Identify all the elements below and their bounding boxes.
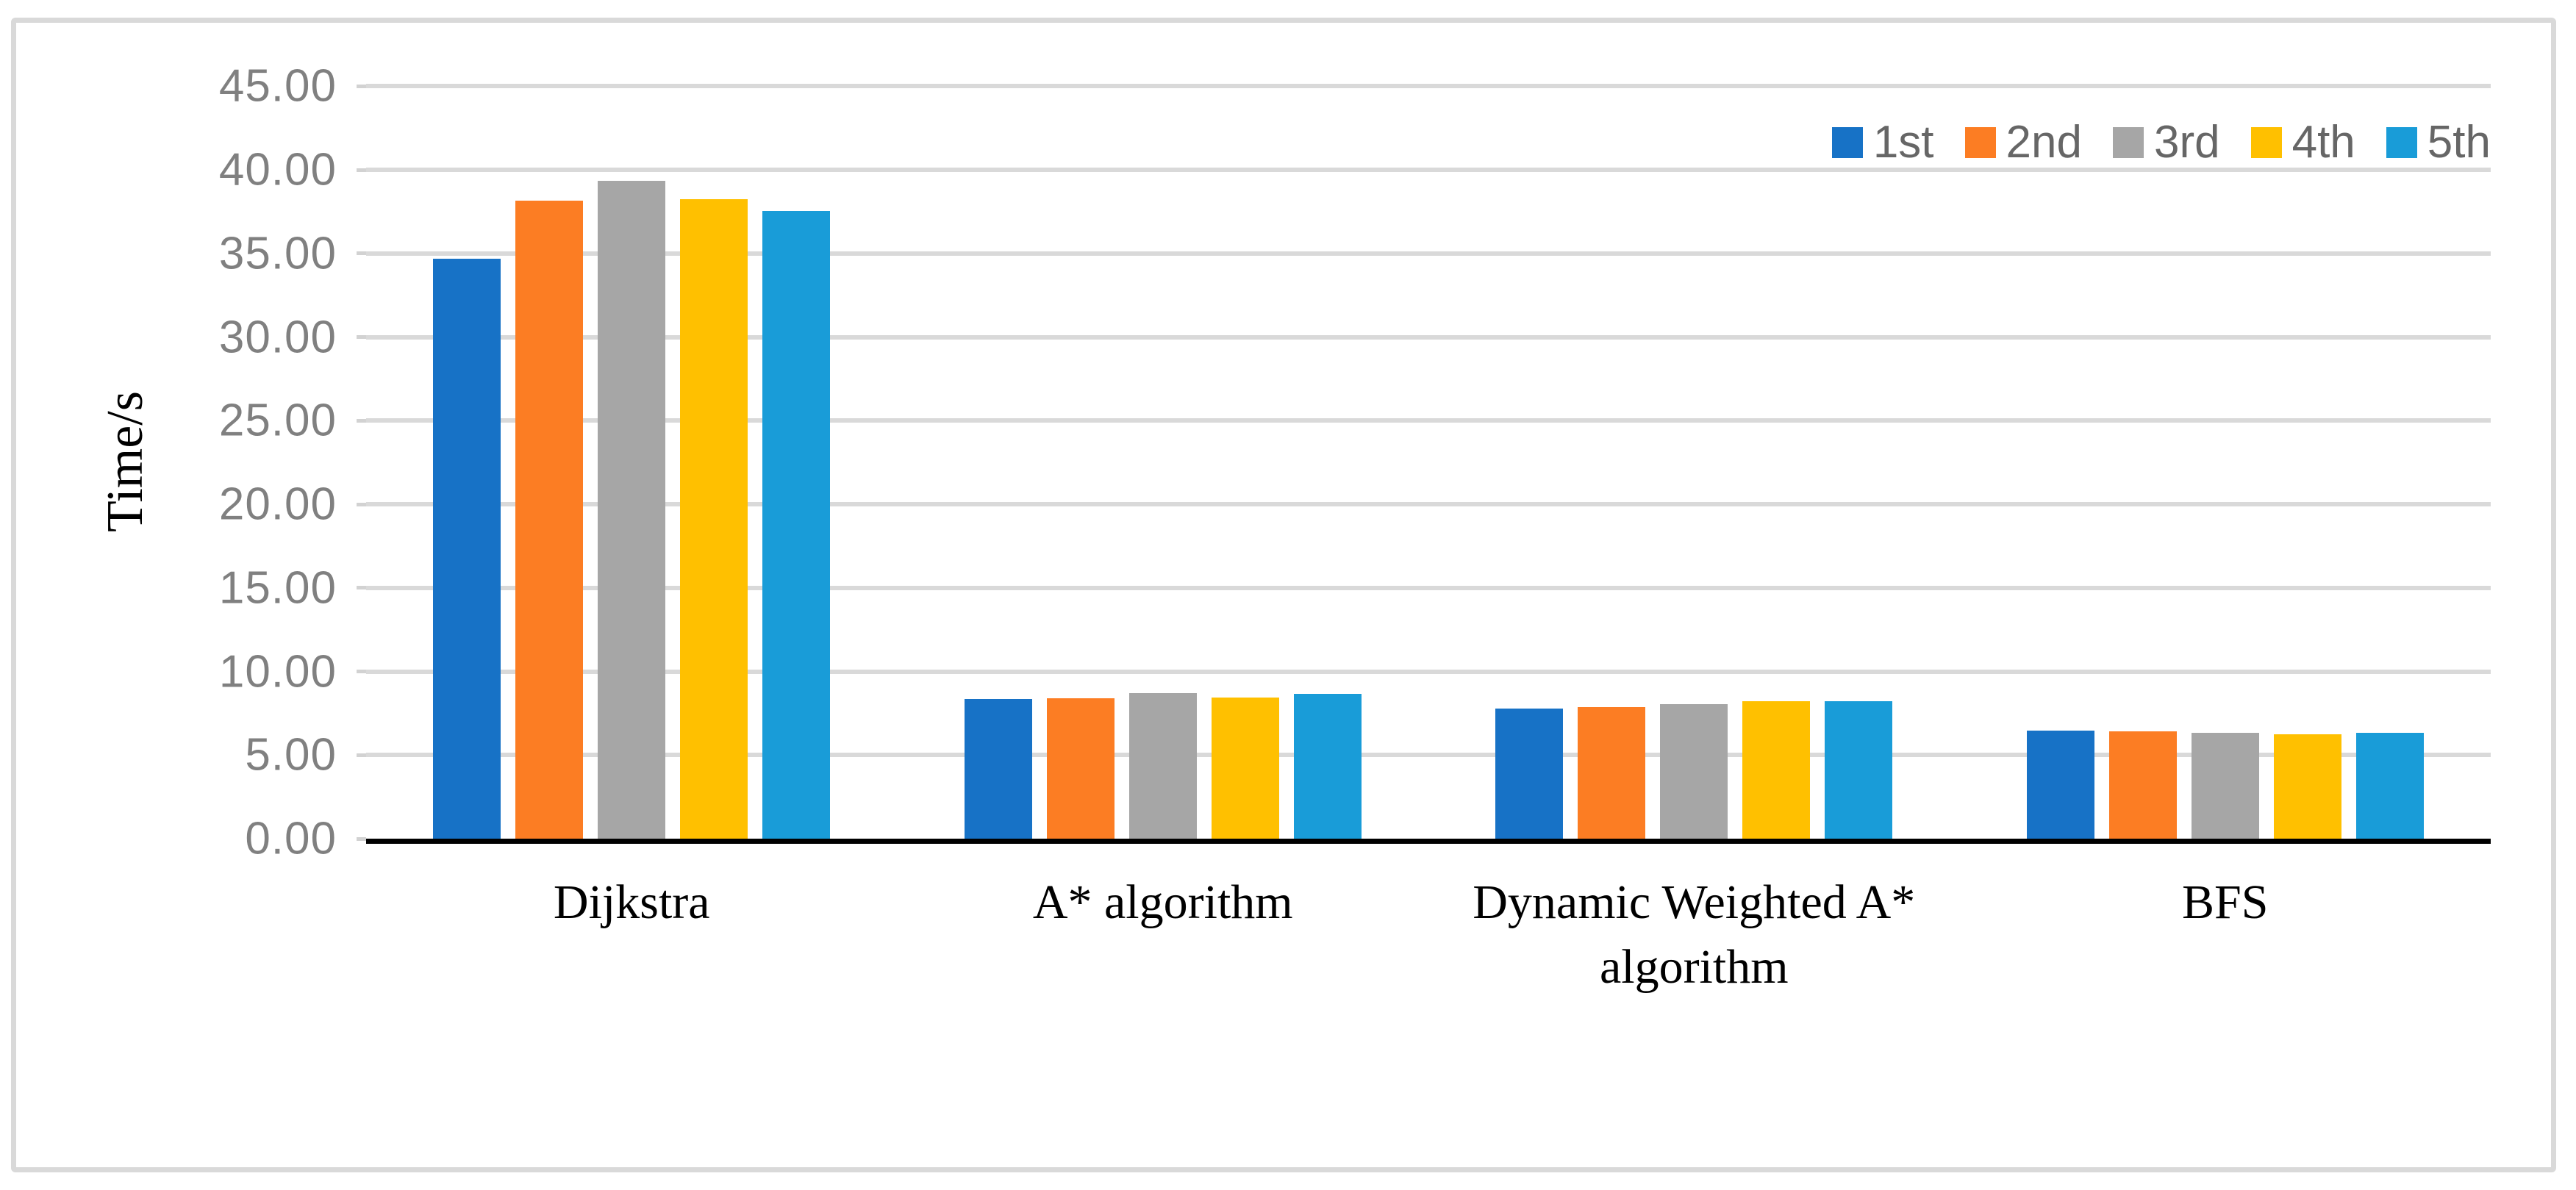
- y-tick-label: 40.00: [218, 144, 337, 196]
- bar-5th-a-algorithm: [1293, 694, 1362, 839]
- y-tick-mark: [357, 84, 366, 88]
- x-axis-label-line: A* algorithm: [1032, 875, 1293, 929]
- bar-1st-a-algorithm: [964, 699, 1032, 839]
- gridline-y-35.00: [366, 251, 2491, 256]
- x-axis-label-dynamic-weighted-a-algorithm: Dynamic Weighted A* algorithm: [1473, 870, 1915, 1000]
- y-tick-label: 20.00: [218, 478, 337, 530]
- gridline-y-20.00: [366, 502, 2491, 506]
- y-tick-mark: [357, 836, 366, 841]
- bar-5th-dynamic-weighted-a-algorithm: [1825, 701, 1893, 839]
- legend-swatch-2nd: [1964, 126, 1996, 158]
- bar-1st-bfs: [2026, 731, 2094, 839]
- legend-swatch-4th: [2250, 126, 2282, 158]
- y-tick-label: 30.00: [218, 312, 337, 362]
- legend-swatch-5th: [2386, 126, 2417, 158]
- bar-3rd-a-algorithm: [1128, 693, 1197, 839]
- y-tick-mark: [357, 586, 366, 590]
- legend: 1st 2nd 3rd 4th 5th: [1831, 116, 2491, 168]
- bar-5th-dijkstra: [762, 210, 831, 839]
- legend-item-1st: 1st: [1831, 116, 1934, 168]
- legend-label-3rd: 3rd: [2153, 117, 2220, 168]
- bar-1st-dijkstra: [433, 258, 501, 839]
- bar-4th-bfs: [2273, 734, 2341, 839]
- gridline-y-15.00: [366, 585, 2491, 590]
- x-axis-label-dijkstra: Dijkstra: [554, 870, 710, 935]
- bar-3rd-dynamic-weighted-a-algorithm: [1660, 703, 1728, 839]
- bar-4th-a-algorithm: [1211, 697, 1279, 839]
- y-tick-mark: [357, 502, 366, 506]
- legend-item-2nd: 2nd: [1964, 116, 2082, 168]
- legend-label-5th: 5th: [2427, 117, 2491, 168]
- legend-item-4th: 4th: [2250, 116, 2355, 168]
- y-tick-mark: [357, 251, 366, 256]
- y-tick-label: 10.00: [218, 646, 337, 697]
- legend-swatch-1st: [1831, 126, 1863, 158]
- y-tick-label: 5.00: [245, 729, 337, 781]
- y-tick-mark: [357, 670, 366, 673]
- bar-3rd-dijkstra: [598, 180, 666, 839]
- legend-item-3rd: 3rd: [2112, 116, 2220, 168]
- bar-3rd-bfs: [2191, 732, 2259, 839]
- x-axis-label-line: Dynamic Weighted A*: [1473, 875, 1916, 929]
- legend-swatch-3rd: [2112, 126, 2144, 158]
- bar-4th-dijkstra: [680, 198, 748, 839]
- bar-2nd-a-algorithm: [1046, 698, 1115, 839]
- legend-label-1st: 1st: [1872, 117, 1934, 168]
- legend-label-2nd: 2nd: [2006, 117, 2082, 168]
- bar-2nd-dynamic-weighted-a-algorithm: [1578, 707, 1646, 839]
- legend-label-4th: 4th: [2291, 117, 2355, 168]
- y-tick-label: 45.00: [218, 60, 337, 112]
- x-axis-label-a-algorithm: A* algorithm: [1033, 870, 1293, 935]
- y-tick-mark: [357, 168, 366, 172]
- legend-item-5th: 5th: [2386, 116, 2491, 168]
- gridline-y-30.00: [366, 334, 2491, 340]
- gridline-y-5.00: [366, 753, 2491, 758]
- y-tick-label: 25.00: [218, 395, 337, 446]
- x-axis-label-line: Dijkstra: [553, 875, 710, 929]
- bar-2nd-dijkstra: [515, 201, 584, 839]
- x-axis-label-line: algorithm: [1599, 940, 1789, 994]
- y-tick-mark: [357, 753, 366, 757]
- gridline-y-45.00: [366, 84, 2491, 89]
- x-axis-line: [366, 839, 2491, 844]
- gridline-y-40.00: [366, 168, 2491, 172]
- y-tick-mark: [357, 335, 366, 339]
- y-tick-label: 0.00: [245, 813, 337, 864]
- x-axis-label-bfs: BFS: [2182, 870, 2268, 935]
- y-tick-mark: [357, 418, 366, 423]
- bar-4th-dynamic-weighted-a-algorithm: [1742, 701, 1811, 839]
- bar-1st-dynamic-weighted-a-algorithm: [1495, 708, 1564, 839]
- bar-2nd-bfs: [2108, 731, 2177, 839]
- gridline-y-25.00: [366, 418, 2491, 423]
- gridline-y-10.00: [366, 669, 2491, 674]
- x-axis-label-line: BFS: [2182, 875, 2269, 929]
- y-tick-label: 35.00: [218, 228, 337, 279]
- y-tick-label: 15.00: [218, 562, 337, 614]
- bar-5th-bfs: [2355, 732, 2424, 839]
